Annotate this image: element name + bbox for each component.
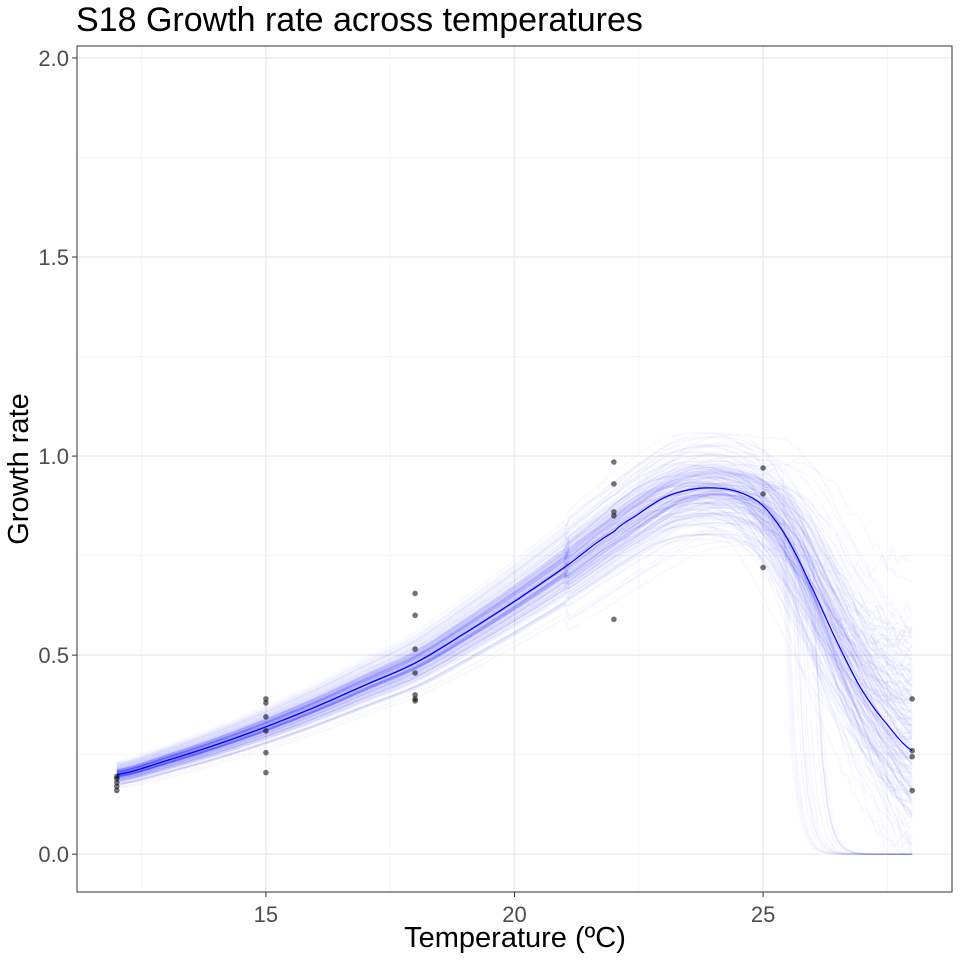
- y-tick-label: 0.0: [38, 842, 69, 867]
- data-point: [263, 769, 269, 776]
- x-tick-label: 15: [254, 902, 278, 927]
- data-point: [909, 696, 915, 702]
- x-axis-label: Temperature (ºC): [404, 922, 626, 954]
- x-tick-label: 25: [751, 902, 775, 927]
- data-point: [760, 564, 766, 571]
- data-point: [114, 779, 120, 786]
- data-point: [611, 481, 617, 487]
- data-point: [114, 783, 120, 790]
- data-point: [760, 491, 766, 497]
- data-point: [611, 513, 617, 519]
- data-point: [611, 616, 617, 623]
- data-point: [263, 714, 269, 720]
- y-tick-label: 2.0: [38, 46, 69, 71]
- y-tick-label: 0.5: [38, 643, 69, 668]
- y-tick-label: 1.0: [38, 444, 69, 469]
- data-point: [760, 465, 766, 471]
- x-axis-ticks: 15 20 25: [254, 892, 775, 927]
- data-point: [114, 787, 120, 794]
- data-point: [909, 787, 915, 794]
- data-point: [909, 747, 915, 754]
- fitted-curve: [116, 487, 913, 776]
- data-point: [412, 670, 418, 676]
- data-point: [611, 459, 617, 465]
- data-point: [412, 646, 418, 652]
- y-axis-label: Growth rate: [3, 393, 35, 545]
- data-point: [412, 698, 418, 704]
- data-point: [611, 509, 617, 515]
- data-point: [412, 590, 418, 597]
- y-tick-label: 1.5: [38, 245, 69, 270]
- data-point: [114, 775, 120, 782]
- data-point: [909, 753, 915, 760]
- data-point: [263, 749, 269, 756]
- data-point: [412, 692, 418, 698]
- x-tick-label: 20: [502, 902, 526, 927]
- y-axis-ticks: 0.0 0.5 1.0 1.5 2.0: [38, 46, 77, 867]
- data-points: [114, 459, 915, 794]
- data-point: [263, 728, 269, 734]
- chart-title: S18 Growth rate across temperatures: [76, 1, 643, 39]
- data-point: [412, 612, 418, 619]
- data-point: [263, 696, 269, 702]
- data-point: [263, 700, 269, 706]
